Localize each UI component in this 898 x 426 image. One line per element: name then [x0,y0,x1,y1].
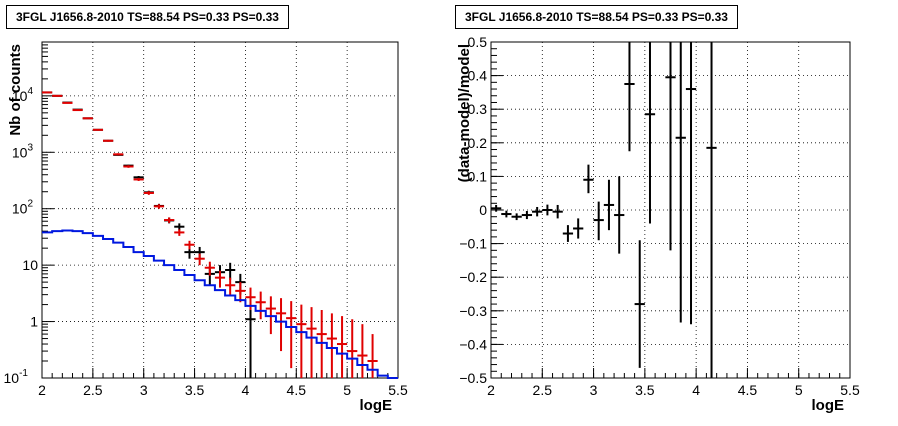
y-tick-label: −0.1 [459,236,487,252]
x-tick-label: 5 [343,382,351,398]
x-tick-label: 2 [487,382,495,398]
data-point [123,165,133,168]
x-axis-label: logE [812,397,845,414]
x-tick-label: 4 [242,382,250,398]
right-chart-title: 3FGL J1656.8-2010 TS=88.54 PS=0.33 PS=0.… [455,5,738,29]
data-point [93,129,103,131]
y-tick-label: −0.3 [459,303,487,319]
x-tick-label: 5 [795,382,803,398]
x-tick-label: 4 [692,382,700,398]
y-tick-label: 0 [479,202,487,218]
plot-frame [42,42,398,378]
y-axis-label: (data-model)/model [456,44,473,182]
y-tick-label: −0.2 [459,269,487,285]
y-tick-label: 1 [30,314,38,330]
y-tick-label: −0.4 [459,336,487,352]
x-tick-label: 2.5 [533,382,553,398]
data-point [42,92,52,93]
x-tick-label: 4.5 [738,382,758,398]
y-tick-label: 103 [12,142,34,160]
x-tick-label: 5.5 [388,382,408,398]
data-point [52,95,62,96]
x-tick-label: 4.5 [287,382,307,398]
data-point [62,102,72,103]
x-tick-label: 2 [38,382,46,398]
data-point [73,109,83,110]
y-tick-label: 10 [22,257,38,273]
x-tick-label: 5.5 [840,382,860,398]
x-tick-label: 2.5 [83,382,103,398]
y-axis-label: Nb of counts [7,44,24,136]
x-tick-label: 3.5 [635,382,655,398]
y-tick-label: −0.5 [459,370,487,386]
x-axis-label: logE [360,397,393,414]
x-tick-label: 3 [140,382,148,398]
left-chart-title: 3FGL J1656.8-2010 TS=88.54 PS=0.33 PS=0.… [6,5,289,29]
data-point [103,140,113,142]
y-tick-label: 10-1 [4,368,29,386]
x-tick-label: 3.5 [185,382,205,398]
data-point [113,153,123,155]
y-tick-label: 102 [12,199,34,217]
x-tick-label: 3 [590,382,598,398]
data-point [83,118,93,119]
